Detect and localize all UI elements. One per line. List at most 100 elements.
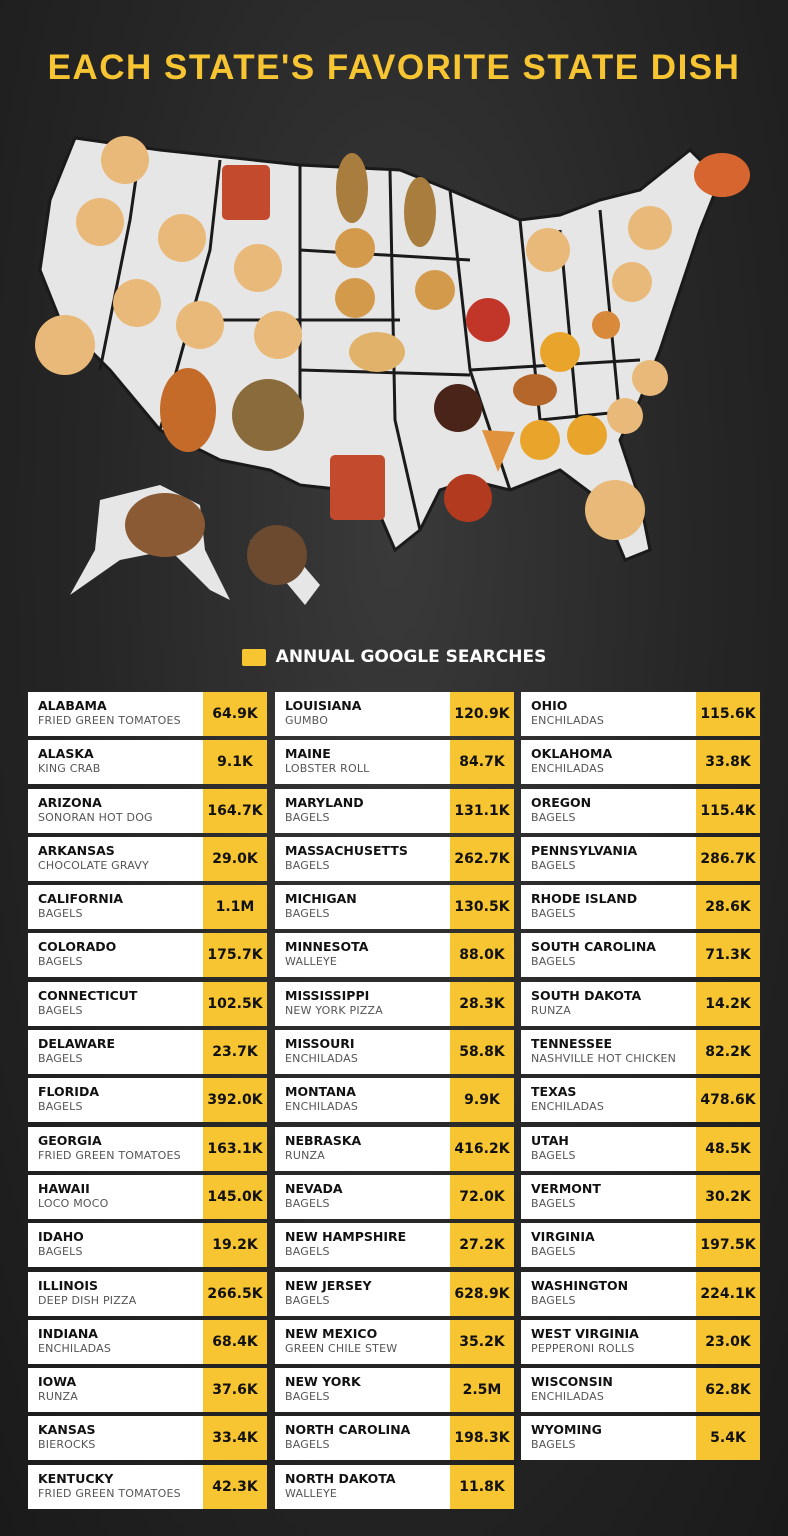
- row-names: MARYLAND BAGELS: [275, 789, 450, 833]
- table-row: ILLINOIS DEEP DISH PIZZA 266.5K: [28, 1271, 267, 1316]
- row-names: MINNESOTA WALLEYE: [275, 933, 450, 977]
- table-row: OREGON BAGELS 115.4K: [521, 788, 760, 833]
- row-names: MISSOURI ENCHILADAS: [275, 1030, 450, 1074]
- state-name: NEW JERSEY: [285, 1277, 372, 1293]
- table-row: NEW JERSEY BAGELS 628.9K: [275, 1271, 514, 1316]
- search-count: 37.6K: [203, 1368, 267, 1413]
- search-count: 23.7K: [203, 1030, 267, 1075]
- fried-green-tomatoes-icon: [520, 420, 560, 460]
- row-names: FLORIDA BAGELS: [28, 1078, 203, 1122]
- row-names: ALABAMA FRIED GREEN TOMATOES: [28, 692, 203, 736]
- row-names: CALIFORNIA BAGELS: [28, 885, 203, 929]
- dish-name: ENCHILADAS: [285, 1100, 359, 1114]
- state-name: SOUTH DAKOTA: [531, 987, 642, 1003]
- dish-name: BAGELS: [38, 1052, 83, 1066]
- state-name: RHODE ISLAND: [531, 891, 638, 907]
- dish-name: ENCHILADAS: [531, 1390, 605, 1404]
- search-count: 28.3K: [450, 981, 514, 1026]
- search-count: 62.8K: [696, 1368, 760, 1413]
- row-names: ALASKA KING CRAB: [28, 740, 203, 784]
- state-name: NORTH CAROLINA: [285, 1422, 411, 1438]
- table-row: FLORIDA BAGELS 392.0K: [28, 1078, 267, 1123]
- bagel-icon: [158, 214, 206, 262]
- table-row: DELAWARE BAGELS 23.7K: [28, 1030, 267, 1075]
- dish-name: BAGELS: [531, 1245, 576, 1259]
- state-name: CONNECTICUT: [38, 987, 138, 1003]
- search-count: 35.2K: [450, 1319, 514, 1364]
- table-row: MONTANA ENCHILADAS 9.9K: [275, 1078, 514, 1123]
- search-count: 1.1M: [203, 885, 267, 930]
- row-names: KANSAS BIEROCKS: [28, 1416, 203, 1460]
- state-name: CALIFORNIA: [38, 891, 124, 907]
- search-count: 145.0K: [203, 1174, 267, 1219]
- table-row: CONNECTICUT BAGELS 102.5K: [28, 981, 267, 1026]
- state-name: ALASKA: [38, 746, 94, 762]
- enchiladas-icon: [222, 165, 270, 220]
- state-name: NEVADA: [285, 1180, 343, 1196]
- dish-name: ENCHILADAS: [531, 714, 605, 727]
- table-row: INDIANA ENCHILADAS 68.4K: [28, 1319, 267, 1364]
- state-name: OHIO: [531, 698, 568, 713]
- legend: ANNUAL GOOGLE SEARCHES: [0, 647, 788, 667]
- search-count: 58.8K: [450, 1030, 514, 1075]
- search-count: 9.1K: [203, 740, 267, 785]
- table-row: ALABAMA FRIED GREEN TOMATOES 64.9K: [28, 692, 267, 736]
- row-names: VIRGINIA BAGELS: [521, 1223, 696, 1267]
- dish-name: BAGELS: [531, 1438, 576, 1452]
- table-row: ARIZONA SONORAN HOT DOG 164.7K: [28, 788, 267, 833]
- search-count: 14.2K: [696, 981, 760, 1026]
- search-count: 120.9K: [450, 692, 514, 736]
- state-name: NORTH DAKOTA: [285, 1470, 396, 1486]
- state-name: GEORGIA: [38, 1132, 102, 1148]
- page-title: EACH STATE'S FAVORITE STATE DISH: [47, 48, 741, 87]
- table-row: COLORADO BAGELS 175.7K: [28, 933, 267, 978]
- row-names: ARKANSAS CHOCOLATE GRAVY: [28, 837, 203, 881]
- table-row: VERMONT BAGELS 30.2K: [521, 1174, 760, 1219]
- legend-swatch: [241, 648, 266, 666]
- table-row: NORTH DAKOTA WALLEYE 11.8K: [275, 1464, 514, 1509]
- row-names: NEW YORK BAGELS: [275, 1368, 450, 1412]
- state-name: ARKANSAS: [38, 842, 115, 858]
- table-row: GEORGIA FRIED GREEN TOMATOES 163.1K: [28, 1126, 267, 1171]
- row-names: NEW JERSEY BAGELS: [275, 1272, 450, 1316]
- row-names: NEVADA BAGELS: [275, 1175, 450, 1219]
- row-names: NEBRASKA RUNZA: [275, 1127, 450, 1171]
- state-name: NEW YORK: [285, 1374, 361, 1390]
- table-row: CALIFORNIA BAGELS 1.1M: [28, 885, 267, 930]
- bagel-icon: [607, 398, 643, 434]
- walleye-icon: [336, 153, 368, 223]
- row-names: OREGON BAGELS: [521, 789, 696, 833]
- search-count: 102.5K: [203, 981, 267, 1026]
- search-count: 2.5M: [450, 1368, 514, 1413]
- dish-name: LOBSTER ROLL: [285, 762, 370, 776]
- search-count: 28.6K: [696, 885, 760, 930]
- dish-name: BAGELS: [531, 810, 576, 824]
- search-count: 224.1K: [696, 1271, 760, 1316]
- table-row: MAINE LOBSTER ROLL 84.7K: [275, 740, 514, 785]
- table-row: WYOMING BAGELS 5.4K: [521, 1416, 760, 1461]
- table-row: SOUTH CAROLINA BAGELS 71.3K: [521, 933, 760, 978]
- row-names: TEXAS ENCHILADAS: [521, 1078, 696, 1122]
- row-names: PENNSYLVANIA BAGELS: [521, 837, 696, 881]
- state-name: ILLINOIS: [38, 1277, 98, 1293]
- search-count: 266.5K: [203, 1271, 267, 1316]
- dish-name: CHOCOLATE GRAVY: [38, 858, 149, 872]
- row-names: RHODE ISLAND BAGELS: [521, 885, 696, 929]
- table-row: KENTUCKY FRIED GREEN TOMATOES 42.3K: [28, 1464, 267, 1509]
- row-names: MASSACHUSETTS BAGELS: [275, 837, 450, 881]
- search-count: 84.7K: [450, 740, 514, 785]
- dish-name: GREEN CHILE STEW: [285, 1341, 398, 1355]
- search-count: 71.3K: [696, 933, 760, 978]
- state-name: IOWA: [38, 1374, 77, 1390]
- state-name: HAWAII: [38, 1180, 90, 1196]
- dish-name: BAGELS: [531, 907, 576, 921]
- search-count: 628.9K: [450, 1271, 514, 1316]
- runza-icon: [335, 278, 375, 318]
- table-row: OKLAHOMA ENCHILADAS 33.8K: [521, 740, 760, 785]
- table-row: NEW YORK BAGELS 2.5M: [275, 1368, 514, 1413]
- dish-name: BAGELS: [285, 858, 330, 872]
- bagel-icon: [76, 198, 124, 246]
- bagel-icon: [176, 301, 224, 349]
- dish-name: WALLEYE: [285, 1486, 338, 1500]
- table-row: MASSACHUSETTS BAGELS 262.7K: [275, 836, 514, 881]
